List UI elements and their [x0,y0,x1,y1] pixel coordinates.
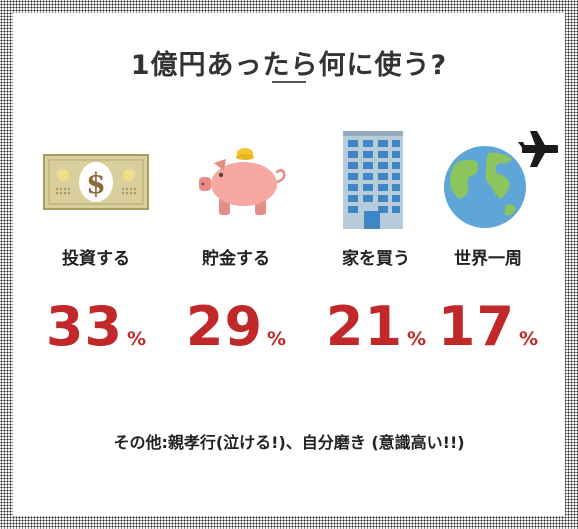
page-title: 1億円あったら何に使う? [130,50,448,81]
item-percentage: 21% [306,295,446,358]
item-percentage: 33% [26,295,166,358]
percentage-unit: % [127,328,147,350]
item-percentage: 29% [166,295,306,358]
globe-airplane-icon [444,131,558,228]
title-underline [272,81,306,83]
percentage-value: 29 [185,295,264,358]
svg-text:$: $ [86,167,105,200]
item-label: 貯金する [202,249,270,269]
footer-note: その他:親孝行(泣ける!)、自分磨き (意識高い!!) [113,433,465,452]
item-label: 世界一周 [454,249,522,269]
infographic-card: 1億円あったら何に使う? $ 投資する 33% [13,13,565,516]
percentage-value: 17 [437,295,516,358]
item-label: 投資する [62,249,130,269]
percentage-unit: % [267,328,287,350]
percentage-value: 33 [45,295,124,358]
percentage-value: 21 [325,295,404,358]
percentage-unit: % [519,328,539,350]
percentage-unit: % [407,328,427,350]
piggy-bank-icon [199,148,286,215]
item-label: 家を買う [342,249,410,269]
building-icon [343,131,403,229]
item-percentage: 17% [418,295,558,358]
dollar-bill-icon: $ [43,154,149,210]
